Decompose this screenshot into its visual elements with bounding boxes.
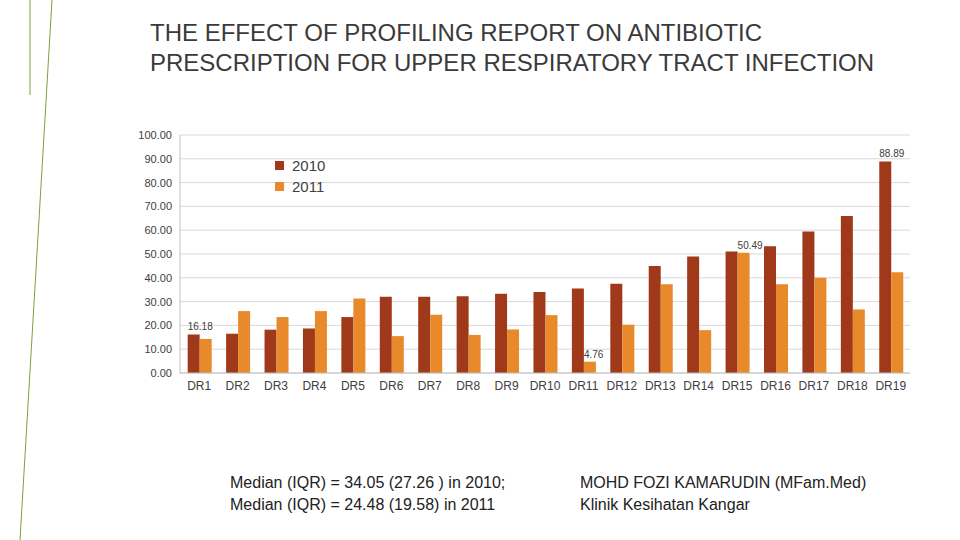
svg-text:DR7: DR7: [418, 379, 442, 393]
svg-text:DR17: DR17: [799, 379, 830, 393]
svg-text:DR9: DR9: [495, 379, 519, 393]
svg-text:DR8: DR8: [456, 379, 480, 393]
svg-text:30.00: 30.00: [144, 296, 172, 308]
svg-text:DR13: DR13: [645, 379, 676, 393]
html-text:Median (IQR) = 34.05 (27.26 ): Median (IQR) = 34.05 (27.26 ) in 2010;: [230, 474, 506, 491]
svg-text:80.00: 80.00: [144, 177, 172, 189]
svg-text:DR5: DR5: [341, 379, 365, 393]
svg-text:100.00: 100.00: [138, 129, 172, 141]
svg-text:DR4: DR4: [302, 379, 326, 393]
html-text:Median (IQR) = 24.48 (19.58) i: Median (IQR) = 24.48 (19.58) in 2011: [230, 496, 496, 513]
svg-text:88.89: 88.89: [879, 148, 904, 159]
html-text:2011: 2011: [292, 178, 325, 195]
svg-text:70.00: 70.00: [144, 200, 172, 212]
svg-text:DR1: DR1: [187, 379, 211, 393]
svg-text:50.00: 50.00: [144, 248, 172, 260]
svg-text:90.00: 90.00: [144, 153, 172, 165]
svg-text:DR16: DR16: [760, 379, 791, 393]
svg-text:40.00: 40.00: [144, 272, 172, 284]
svg-text:16.18: 16.18: [188, 321, 213, 332]
svg-text:10.00: 10.00: [144, 343, 172, 355]
svg-text:DR18: DR18: [837, 379, 868, 393]
svg-text:4.76: 4.76: [584, 349, 604, 360]
svg-text:20.00: 20.00: [144, 319, 172, 331]
svg-text:DR2: DR2: [226, 379, 250, 393]
svg-text:DR10: DR10: [530, 379, 561, 393]
svg-text:DR6: DR6: [379, 379, 403, 393]
svg-text:DR14: DR14: [683, 379, 714, 393]
svg-text:DR11: DR11: [569, 379, 599, 393]
svg-text:50.49: 50.49: [738, 240, 763, 251]
svg-text:0.00: 0.00: [151, 367, 172, 379]
svg-text:DR19: DR19: [875, 379, 906, 393]
html-text:MOHD FOZI KAMARUDIN (MFam.Med): MOHD FOZI KAMARUDIN (MFam.Med): [580, 474, 867, 491]
svg-text:DR12: DR12: [606, 379, 637, 393]
html-text:2010: 2010: [292, 157, 326, 174]
html-text:Klinik Kesihatan Kangar: Klinik Kesihatan Kangar: [580, 496, 750, 513]
svg-text:DR3: DR3: [264, 379, 288, 393]
svg-text:DR15: DR15: [722, 379, 753, 393]
svg-text:60.00: 60.00: [144, 224, 172, 236]
html-text:THE EFFECT OF PROFILING REPORT: THE EFFECT OF PROFILING REPORT ON ANTIBI…: [150, 19, 875, 76]
